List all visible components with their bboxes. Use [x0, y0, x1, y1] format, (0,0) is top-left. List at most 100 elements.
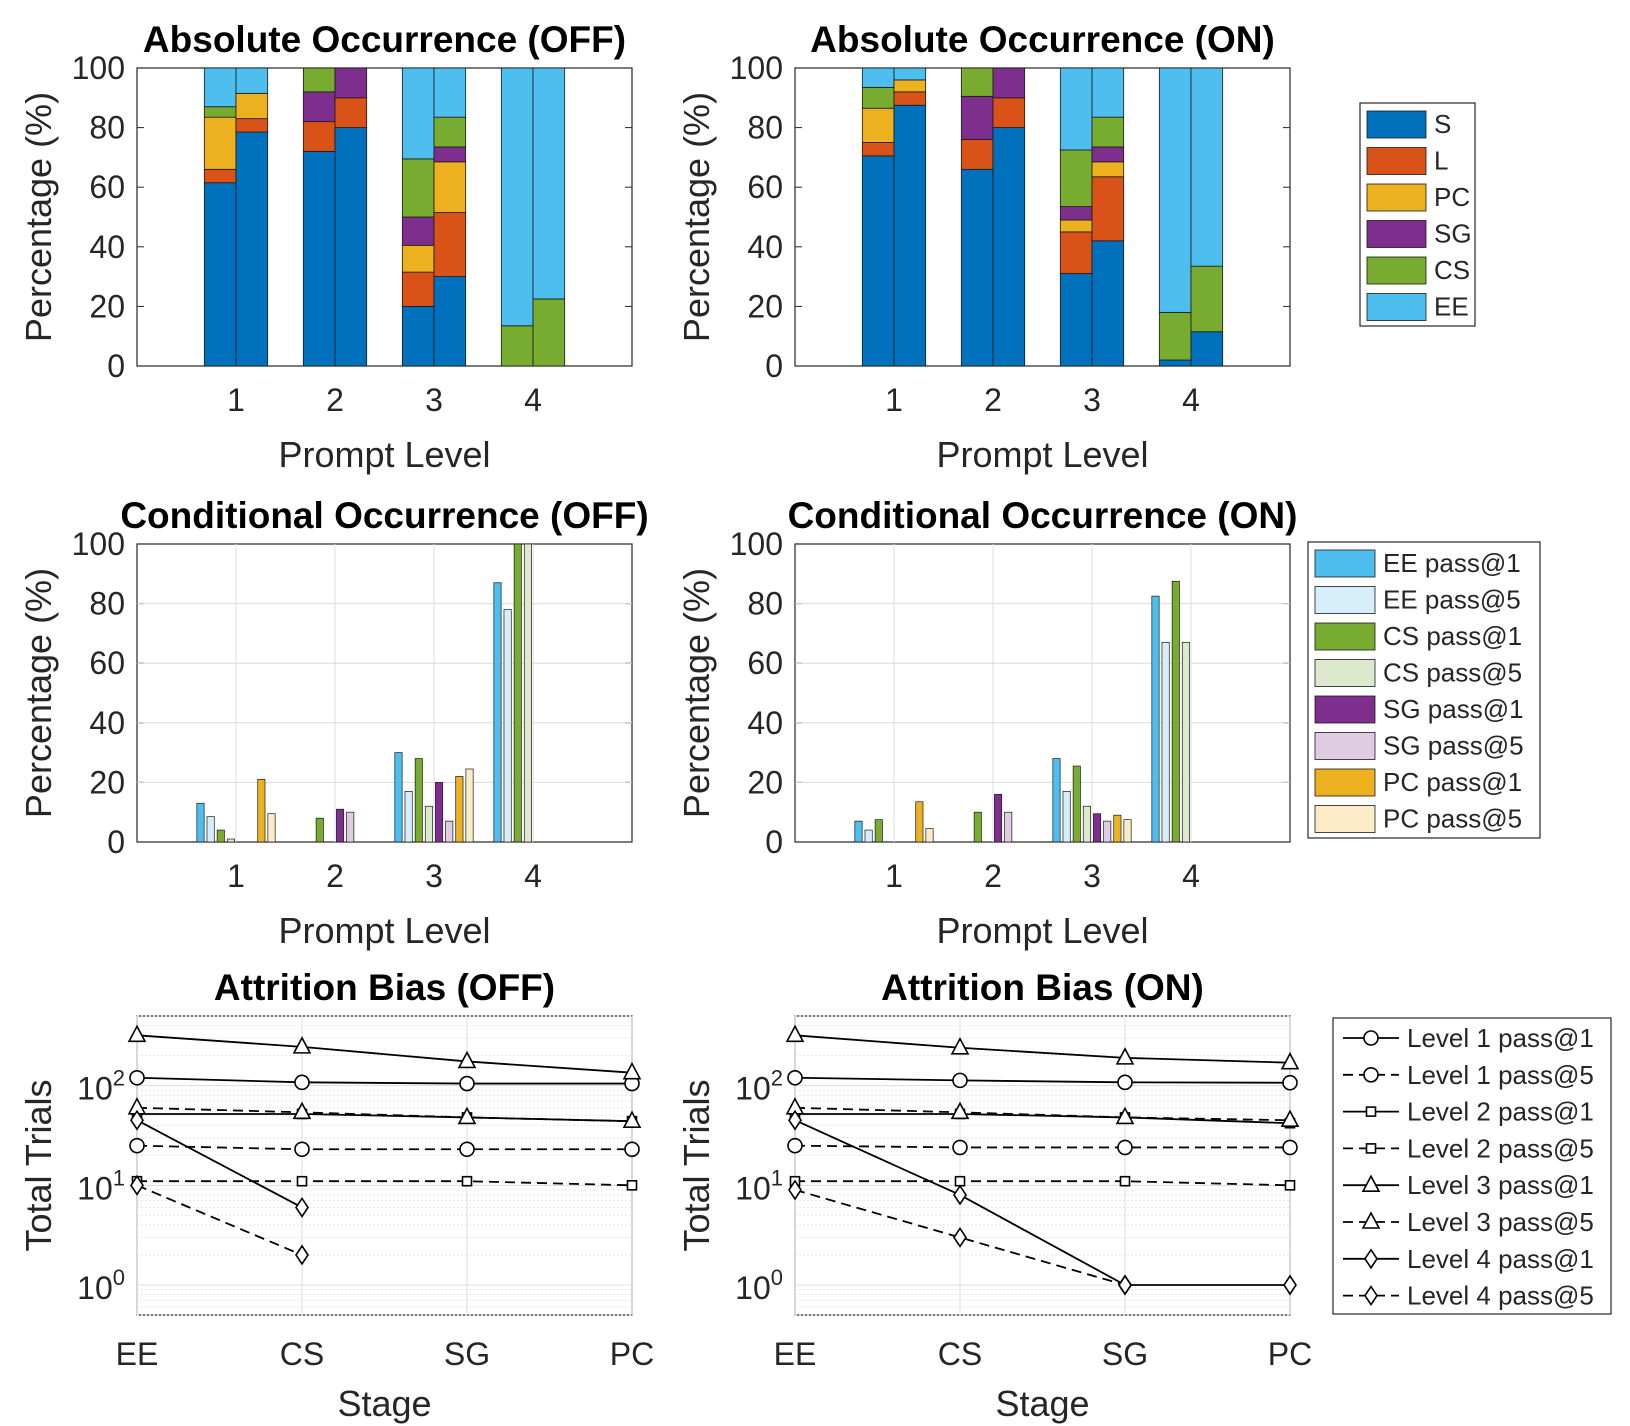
tick-exponent: 2 [771, 1066, 783, 1091]
bar-CS-pass-5-level1 [226, 838, 235, 843]
legend-marker-Level-3-pass-1 [1361, 1174, 1381, 1192]
bar-segment-SG-level2-pass1 [302, 91, 336, 123]
bar-segment-CS-level3-pass5 [433, 116, 467, 148]
bar-segment-L-level3-pass1 [1059, 231, 1093, 275]
marker-Level-4-pass-1 [953, 1184, 967, 1206]
bar-segment-CS-level4-pass5 [1190, 265, 1224, 333]
legend-label-CS: CS [1434, 255, 1470, 285]
bar-EE-pass-5-level3 [1062, 790, 1071, 843]
x-tick-label: CS [280, 1336, 324, 1372]
marker-Level-2-pass-5 [626, 1180, 638, 1191]
marker-Level-1-pass-1 [952, 1072, 968, 1089]
y-tick-label: 40 [89, 705, 125, 741]
panel-3: 0 20 40 60 80 100 1 2 3 4 [72, 526, 633, 894]
marker-Level-4-pass-5 [1118, 1274, 1132, 1296]
chart-title: Conditional Occurrence (OFF) [120, 495, 648, 536]
legend-marker-Level-2-pass-1 [1365, 1106, 1377, 1117]
legend-label-EE-pass-5: EE pass@5 [1383, 585, 1521, 615]
y-axis-label: Percentage (%) [18, 92, 59, 342]
bar-PC-pass-1-level1 [257, 779, 266, 843]
bar-segment-SG-level2-pass1 [960, 95, 994, 140]
marker-Level-1-pass-1 [1117, 1074, 1133, 1091]
legend-swatch-SG-pass-5 [1314, 732, 1376, 760]
legend-label-SG-pass-5: SG pass@5 [1383, 731, 1524, 761]
bar-segment-L-level3-pass5 [433, 212, 467, 277]
bar-segment-EE-level3-pass5 [1091, 67, 1125, 118]
marker-Level-3-pass-5 [950, 1101, 970, 1120]
bar-PC-pass-5-level3 [1123, 819, 1132, 843]
x-tick-label: PC [1268, 1336, 1312, 1372]
marker-Level-4-pass-1 [1283, 1274, 1297, 1296]
y-tick-label: 20 [89, 288, 125, 324]
legend-swatch-SG-pass-1 [1314, 695, 1376, 724]
line-Level-4-pass-1 [794, 1119, 1290, 1286]
legend-label-S: S [1434, 109, 1451, 139]
legend-label-Level-3-pass-1: Level 3 pass@1 [1407, 1170, 1594, 1200]
bar-EE-pass-5-level3 [404, 790, 413, 843]
line-Level-3-pass-5 [136, 1106, 633, 1123]
bar-segment-EE-level4-pass5 [532, 67, 566, 300]
y-tick-label: 80 [747, 110, 783, 146]
bar-segment-S-level3-pass1 [1059, 273, 1093, 367]
tick-base: 10 [735, 1270, 771, 1306]
legend-swatch-EE-pass-1 [1314, 549, 1376, 578]
bar-SG-pass-1-level2 [336, 808, 345, 843]
bar-segment-CS-level3-pass1 [401, 158, 435, 218]
legend-marker-Level-4-pass-1 [1364, 1248, 1378, 1270]
marker-Level-4-pass-5 [953, 1227, 967, 1248]
bar-segment-EE-level1-pass1 [203, 67, 237, 108]
x-tick-label: 4 [524, 382, 542, 418]
legend-label-CS-pass-5: CS pass@5 [1383, 658, 1522, 688]
chart-title: Absolute Occurrence (ON) [810, 19, 1275, 60]
y-tick-label: 100 [735, 1265, 783, 1306]
marker-Level-1-pass-5 [294, 1141, 310, 1158]
y-tick-label: 80 [89, 110, 125, 146]
marker-Level-1-pass-5 [952, 1139, 968, 1156]
bar-segment-EE-level4-pass1 [1158, 67, 1192, 313]
x-axis-label: Prompt Level [278, 910, 490, 951]
bar-CS-pass-5-level3 [1082, 805, 1091, 843]
bar-EE-pass-1-level4 [1151, 595, 1160, 843]
marker-Level-3-pass-5 [292, 1101, 312, 1120]
bar-SG-pass-5-level2 [1004, 811, 1013, 843]
x-axis-label: Stage [337, 1383, 431, 1424]
x-tick-label: 4 [1182, 382, 1200, 418]
y-tick-label: 20 [89, 764, 125, 800]
bar-segment-EE-level3-pass1 [1059, 67, 1093, 151]
bar-segment-PC-level3-pass5 [433, 161, 467, 213]
y-axis-label: Percentage (%) [18, 568, 59, 818]
legend-label-Level-2-pass-1: Level 2 pass@1 [1407, 1097, 1594, 1127]
marker-Level-2-pass-5 [1119, 1175, 1131, 1187]
bar-segment-L-level1-pass5 [893, 91, 927, 106]
x-tick-label: CS [938, 1336, 982, 1372]
bar-segment-L-level2-pass1 [302, 121, 336, 152]
panel-3-labels: Conditional Occurrence (OFF) Prompt Level… [18, 495, 649, 951]
bar-segment-S-level2-pass1 [960, 168, 994, 367]
legend-swatch-EE-pass-5 [1314, 586, 1376, 614]
legend-label-Level-1-pass-1: Level 1 pass@1 [1407, 1023, 1594, 1053]
tick-exponent: 0 [113, 1265, 125, 1290]
tick-exponent: 2 [113, 1066, 125, 1091]
bar-PC-pass-1-level3 [455, 776, 464, 843]
chart-title: Conditional Occurrence (ON) [788, 495, 1298, 536]
legend-swatch-S [1366, 110, 1427, 139]
x-tick-label: 4 [1182, 858, 1200, 894]
legend-swatch-PC [1366, 183, 1427, 212]
line-Level-3-pass-1 [794, 1034, 1291, 1064]
marker-Level-1-pass-5 [1282, 1139, 1298, 1156]
bar-segment-EE-level4-pass1 [500, 67, 534, 327]
bar-segment-S-level1-pass5 [235, 131, 269, 367]
legend-swatch-EE [1366, 293, 1427, 321]
legend-swatch-PC-pass-1 [1314, 768, 1376, 797]
bar-PC-pass-5-level3 [465, 768, 474, 843]
y-tick-label: 20 [747, 288, 783, 324]
line-Level-2-pass-5 [795, 1180, 1291, 1187]
marker-Level-4-pass-5 [788, 1179, 802, 1201]
marker-Level-3-pass-1 [785, 1024, 805, 1043]
legend-box [1359, 102, 1476, 327]
line-Level-4-pass-5 [794, 1189, 1126, 1286]
marker-Level-4-pass-1 [788, 1109, 802, 1131]
legend-marker-Level-3-pass-5 [1361, 1211, 1381, 1229]
bar-segment-PC-level3-pass1 [1059, 219, 1093, 233]
